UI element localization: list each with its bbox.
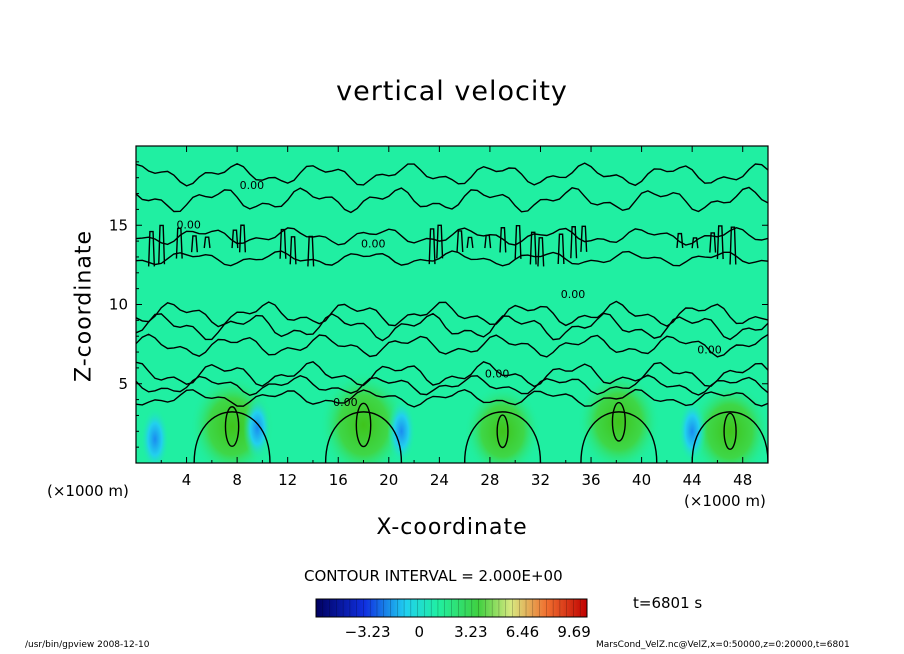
colorbar-tick-label-4: 9.69 [557, 623, 590, 641]
contour-spike-24 [709, 232, 717, 253]
contour-spike-15 [499, 227, 507, 253]
contour-line-5 [136, 312, 768, 342]
contour-value-label-0: 0.00 [176, 218, 201, 231]
updraft-contour-1 [324, 411, 403, 463]
x-tick-label-5: 24 [430, 471, 449, 489]
downdraft-1 [243, 396, 272, 461]
contour-spike-20 [570, 226, 578, 259]
x-axis-unit-left: (×1000 m) [47, 482, 129, 500]
updraft-core-contour-2 [496, 414, 509, 449]
contour-line-7 [136, 361, 768, 388]
contour-spike-0 [147, 230, 156, 267]
contour-line-2 [136, 226, 768, 246]
updraft-core-contour-1 [355, 402, 372, 448]
x-tick-label-1: 8 [232, 471, 242, 489]
updraft-4 [689, 382, 768, 463]
contour-line-4 [136, 300, 768, 328]
contour-spike-14 [484, 234, 492, 249]
updraft-contour-3 [580, 411, 658, 463]
downdraft-2 [387, 399, 416, 463]
contour-spike-11 [436, 224, 444, 259]
x-tick-label-3: 16 [329, 471, 348, 489]
updraft-contour-4 [691, 411, 768, 463]
colorbar-tick-label-1: 0 [414, 623, 424, 641]
contour-interval-label: CONTOUR INTERVAL = 2.000E+00 [304, 567, 563, 585]
contour-spike-7 [279, 228, 287, 259]
updraft-2 [464, 385, 541, 463]
contour-spike-22 [676, 232, 684, 248]
contour-spike-9 [307, 235, 315, 267]
contour-value-label-3: 0.00 [240, 179, 265, 192]
updraft-3 [577, 371, 661, 463]
contour-spike-3 [190, 235, 199, 253]
colorbar-tick-label-0: −3.23 [345, 623, 391, 641]
colorbar-tick-label-2: 3.23 [454, 623, 487, 641]
contour-spike-8 [289, 236, 297, 265]
x-tick-label-7: 32 [531, 471, 550, 489]
contour-spike-23 [691, 237, 699, 249]
contour-spike-25 [716, 225, 724, 260]
contour-spike-17 [529, 231, 537, 265]
contour-line-9 [136, 388, 768, 408]
contour-value-label-5: 0.00 [697, 344, 722, 357]
downdraft-0 [140, 407, 169, 463]
updraft-contour-2 [463, 411, 542, 463]
contour-spike-13 [466, 236, 474, 249]
x-axis-unit-right: (×1000 m) [684, 492, 766, 510]
contour-spike-21 [580, 225, 588, 252]
footer-file-info: MarsCond_VelZ.nc@VelZ,x=0:50000,z=0:2000… [596, 640, 850, 650]
updraft-core-contour-3 [611, 401, 626, 442]
x-tick-label-0: 4 [182, 471, 192, 489]
x-tick-label-8: 36 [581, 471, 600, 489]
y-tick-label-2: 15 [109, 216, 128, 234]
contour-spike-12 [456, 230, 464, 253]
contour-value-label-2: 0.00 [361, 237, 386, 250]
chart-title: vertical velocity [336, 76, 568, 107]
contour-spike-26 [729, 226, 737, 265]
contour-spike-4 [203, 236, 211, 249]
contour-line-8 [136, 374, 768, 397]
x-tick-label-4: 20 [379, 471, 398, 489]
time-label: t=6801 s [633, 594, 703, 612]
contour-spike-5 [231, 229, 239, 249]
x-tick-label-11: 48 [733, 471, 752, 489]
x-tick-label-2: 12 [278, 471, 297, 489]
y-tick-label-1: 10 [109, 296, 128, 314]
contour-line-1 [136, 186, 768, 214]
updraft-contour-0 [193, 411, 271, 463]
colorbar-tick-label-3: 6.46 [506, 623, 539, 641]
contour-spike-10 [428, 228, 436, 265]
x-tick-label-6: 28 [480, 471, 499, 489]
updraft-1 [319, 370, 408, 463]
contour-spike-6 [238, 224, 247, 253]
contour-spike-1 [158, 224, 166, 265]
x-axis-label: X-coordinate [376, 515, 528, 540]
x-tick-label-9: 40 [632, 471, 651, 489]
updraft-core-contour-4 [723, 412, 737, 450]
footer-program-info: /usr/bin/gpview 2008-12-10 [25, 640, 150, 650]
contour-line-3 [136, 250, 768, 267]
downdraft-3 [678, 399, 707, 463]
contour-spike-19 [557, 233, 565, 265]
contour-value-label-4: 0.00 [561, 288, 586, 301]
contour-spike-16 [514, 225, 522, 259]
x-tick-label-10: 44 [683, 471, 702, 489]
contour-line-0 [136, 162, 768, 187]
contour-spike-2 [175, 227, 183, 259]
updraft-core-contour-0 [224, 406, 240, 448]
contour-value-label-1: 0.00 [333, 396, 358, 409]
contour-spike-18 [537, 237, 545, 267]
y-tick-label-0: 5 [118, 375, 128, 393]
contour-line-6 [136, 333, 768, 358]
contour-value-label-6: 0.00 [485, 367, 510, 380]
